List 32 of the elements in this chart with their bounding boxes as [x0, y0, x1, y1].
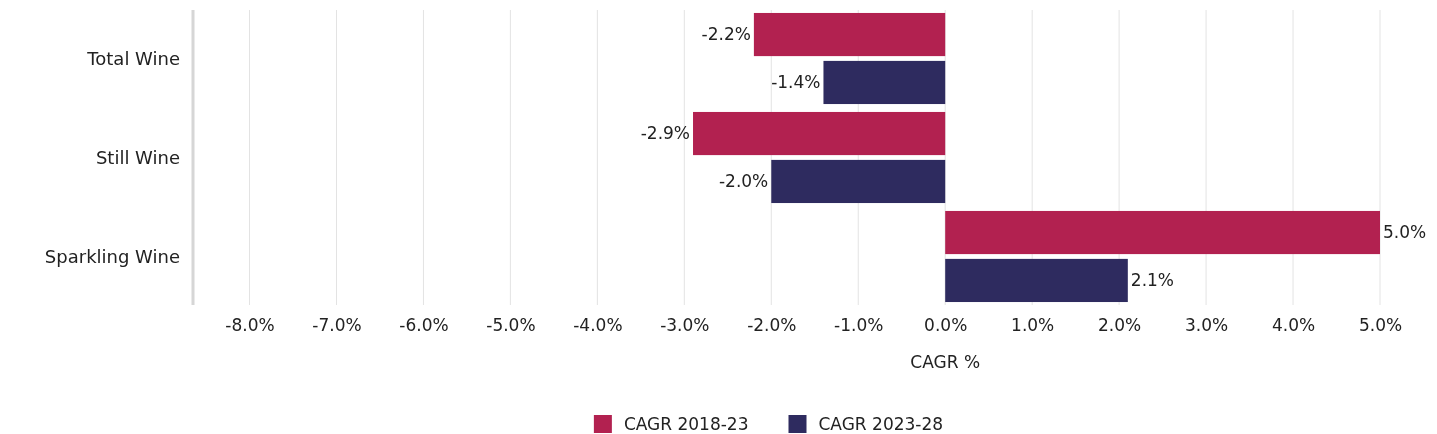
data-label: -2.9%	[640, 123, 691, 144]
data-label: -2.2%	[701, 24, 751, 45]
x-tick-label: 0.0%	[924, 315, 968, 336]
x-tick-label: 5.0%	[1358, 315, 1403, 336]
y-tick-label: Total Wine	[86, 47, 180, 69]
data-label: -2.0%	[718, 171, 769, 192]
x-tick-label: 4.0%	[1271, 315, 1316, 336]
x-tick-label: -2.0%	[747, 315, 797, 336]
x-tick-label: -7.0%	[312, 315, 362, 336]
x-axis-title: CAGR %	[910, 352, 981, 372]
data-label: 5.0%	[1383, 222, 1427, 243]
x-tick-label: -4.0%	[573, 315, 623, 336]
x-tick-label: 1.0%	[1011, 315, 1055, 336]
y-tick-label: Sparkling Wine	[44, 245, 180, 267]
x-tick-label: -6.0%	[399, 315, 449, 336]
x-tick-label: -5.0%	[486, 315, 536, 336]
bar	[693, 111, 946, 156]
legend-label: CAGR 2018-23	[623, 413, 749, 434]
bar	[771, 159, 946, 204]
data-label: -1.4%	[771, 72, 821, 93]
bar	[753, 12, 946, 57]
x-tick-label: -8.0%	[225, 315, 275, 336]
y-tick-label: Still Wine	[95, 146, 180, 168]
bar	[823, 60, 946, 105]
x-tick-label: -1.0%	[834, 315, 884, 336]
legend-label: CAGR 2023-28	[818, 413, 944, 434]
bar	[945, 210, 1380, 255]
data-label: 2.1%	[1130, 270, 1175, 291]
bar	[945, 258, 1128, 303]
x-tick-label: 2.0%	[1098, 315, 1142, 336]
x-tick-label: 3.0%	[1184, 315, 1229, 336]
x-tick-label: -3.0%	[660, 315, 710, 336]
